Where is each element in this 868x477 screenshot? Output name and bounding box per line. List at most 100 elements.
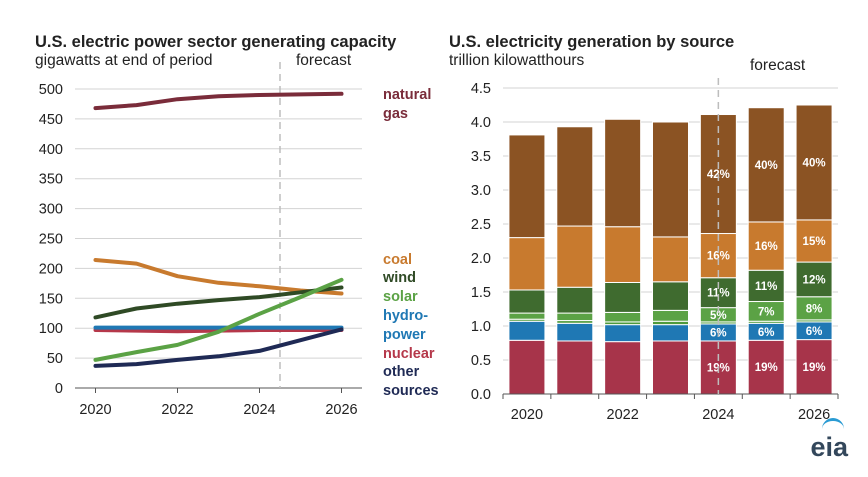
bar-segment-wind <box>604 281 642 313</box>
bar-data-label: 6% <box>806 326 823 338</box>
left-forecast-label: forecast <box>296 52 352 69</box>
bar-segment-other-sources <box>652 320 689 326</box>
legend-label-coal: coal <box>383 252 412 268</box>
bar-data-label: 12% <box>803 274 826 286</box>
bar-segment-solar <box>508 312 546 320</box>
left-y-tick-label: 250 <box>39 232 63 248</box>
right-y-tick-label: 0.0 <box>471 387 491 403</box>
bar-data-label: 16% <box>707 251 730 263</box>
right-y-tick-label: 2.0 <box>471 251 491 267</box>
left-x-tick-label: 2026 <box>325 402 357 418</box>
bar-segment-wind <box>556 286 594 314</box>
legend-label-other-sources: sources <box>383 383 439 399</box>
bar-data-label: 40% <box>755 160 778 172</box>
bar-segment-natural-gas <box>747 107 785 223</box>
bar-segment-coal <box>795 219 833 263</box>
left-chart-subtitle: gigawatts at end of period <box>35 52 213 69</box>
bar-segment-natural-gas <box>556 126 594 227</box>
right-forecast-label: forecast <box>750 57 806 74</box>
legend-label-hydropower: power <box>383 327 426 343</box>
right-x-tick-label: 2026 <box>798 407 830 423</box>
bar-segment-nuclear <box>795 339 833 395</box>
right-y-tick-label: 2.5 <box>471 217 491 233</box>
left-y-tick-label: 150 <box>39 291 63 307</box>
right-y-tick-label: 4.5 <box>471 81 491 97</box>
bar-data-label: 19% <box>803 362 826 374</box>
legend-label-solar: solar <box>383 289 418 305</box>
bar-data-label: 15% <box>803 236 826 248</box>
bar-segment-wind <box>795 261 833 298</box>
bar-segment-coal <box>747 221 785 271</box>
left-y-tick-label: 200 <box>39 261 63 277</box>
legend-label-nuclear: nuclear <box>383 346 435 362</box>
right-x-tick-label: 2020 <box>511 407 543 423</box>
bar-data-label: 19% <box>755 362 778 374</box>
bar-segment-solar <box>652 309 689 322</box>
series-line-coal <box>93 258 344 296</box>
bar-segment-natural-gas <box>652 121 689 238</box>
left-y-tick-label: 300 <box>39 202 63 218</box>
right-y-tick-label: 0.5 <box>471 353 491 369</box>
series-line-other-sources <box>93 327 344 368</box>
left-y-tick-label: 100 <box>39 321 63 337</box>
right-y-tick-label: 1.0 <box>471 319 491 335</box>
bar-segment-coal <box>604 226 642 283</box>
left-y-tick-label: 50 <box>47 351 63 367</box>
bar-segment-natural-gas <box>508 134 546 239</box>
left-x-tick-label: 2020 <box>79 402 111 418</box>
bar-segment-coal <box>508 237 546 291</box>
left-x-tick-label: 2024 <box>243 402 275 418</box>
legend-label-natural-gas: gas <box>383 106 408 122</box>
legend-label-wind: wind <box>382 270 416 286</box>
right-y-tick-label: 3.0 <box>471 183 491 199</box>
bar-segment-coal <box>652 236 689 283</box>
bar-data-label: 11% <box>755 281 777 293</box>
bar-segment-nuclear <box>556 340 594 395</box>
bar-segment-solar <box>604 311 642 323</box>
bar-data-label: 6% <box>758 327 775 339</box>
eia-logo: eia <box>810 432 848 462</box>
bar-data-label: 11% <box>707 288 729 300</box>
bar-data-label: 40% <box>803 157 826 169</box>
bar-data-label: 8% <box>806 303 823 315</box>
series-line-wind <box>93 285 344 320</box>
left-y-tick-label: 500 <box>39 82 63 98</box>
bar-segment-hydropower <box>652 324 689 342</box>
bar-segment-natural-gas <box>604 118 642 228</box>
bar-segment-coal <box>556 225 594 288</box>
right-y-tick-label: 1.5 <box>471 285 491 301</box>
left-y-tick-label: 350 <box>39 172 63 188</box>
bar-segment-nuclear <box>652 340 689 395</box>
legend-label-natural-gas: natural <box>383 87 431 103</box>
bar-segment-wind <box>508 289 546 314</box>
right-x-tick-label: 2024 <box>702 407 734 423</box>
bar-segment-nuclear <box>747 339 785 395</box>
bar-segment-hydropower <box>508 320 546 341</box>
left-x-tick-label: 2022 <box>161 402 193 418</box>
bar-data-label: 16% <box>755 241 778 253</box>
right-chart-title: U.S. electricity generation by source <box>449 33 735 51</box>
right-chart-subtitle: trillion kilowatthours <box>449 52 585 69</box>
bar-segment-hydropower <box>556 322 594 342</box>
bar-segment-nuclear <box>604 341 642 395</box>
bar-segment-hydropower <box>604 324 642 343</box>
right-y-tick-label: 4.0 <box>471 115 491 131</box>
eia-logo-arc <box>822 418 844 431</box>
series-line-natural-gas <box>93 91 344 111</box>
right-x-tick-label: 2022 <box>607 407 639 423</box>
left-y-tick-label: 400 <box>39 142 63 158</box>
bar-segment-nuclear <box>508 339 546 395</box>
legend-label-hydropower: hydro- <box>383 308 428 324</box>
legend-label-other-sources: other <box>383 364 420 380</box>
right-y-tick-label: 3.5 <box>471 149 491 165</box>
series-line-solar <box>93 277 344 362</box>
bar-data-label: 7% <box>758 306 775 318</box>
bar-segment-natural-gas <box>795 104 833 221</box>
bar-segment-wind <box>652 281 689 311</box>
bar-segment-solar <box>556 312 594 322</box>
left-y-tick-label: 0 <box>55 381 63 397</box>
bar-data-label: 5% <box>710 310 727 322</box>
left-y-tick-label: 450 <box>39 112 63 128</box>
left-chart-title: U.S. electric power sector generating ca… <box>35 33 397 51</box>
